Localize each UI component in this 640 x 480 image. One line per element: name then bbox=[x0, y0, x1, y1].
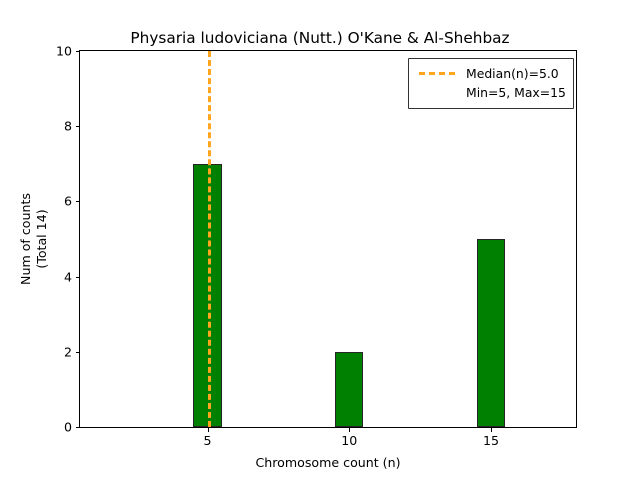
chart-title: Physaria ludoviciana (Nutt.) O'Kane & Al… bbox=[130, 29, 510, 47]
x-tick-label: 5 bbox=[203, 433, 212, 448]
legend-item-0: Median(n)=5.0 bbox=[417, 64, 566, 83]
plot-area: 0 2 4 6 8 10 5 10 15 bbox=[56, 45, 577, 448]
y-tick-label: 2 bbox=[63, 344, 72, 360]
y-tick-label: 10 bbox=[55, 43, 72, 59]
y-tick bbox=[75, 126, 80, 128]
median-line bbox=[207, 51, 211, 427]
y-axis-label-line-2: (Total 14) bbox=[34, 209, 50, 269]
x-axis-label: Chromosome count (n) bbox=[255, 455, 401, 470]
y-tick-label: 6 bbox=[63, 193, 72, 209]
y-axis-label: Num of counts (Total 14) bbox=[14, 50, 54, 428]
y-tick bbox=[75, 351, 80, 353]
y-tick-label: 8 bbox=[63, 118, 72, 134]
legend-empty-key bbox=[417, 83, 457, 102]
x-tick-label: 15 bbox=[482, 433, 499, 448]
legend-item-1: Min=5, Max=15 bbox=[417, 83, 566, 102]
x-tick-label: 10 bbox=[341, 433, 358, 448]
chart-legend: Median(n)=5.0 Min=5, Max=15 bbox=[408, 58, 574, 109]
y-axis-label-line-1: Num of counts bbox=[18, 193, 34, 285]
bar-5 bbox=[193, 163, 222, 427]
legend-dashed-line-icon bbox=[417, 64, 457, 83]
bar-15 bbox=[476, 239, 506, 427]
x-tick bbox=[349, 427, 351, 432]
y-tick bbox=[75, 276, 80, 278]
y-tick-label: 0 bbox=[63, 419, 72, 435]
x-tick bbox=[207, 427, 209, 432]
y-tick bbox=[75, 427, 80, 428]
legend-label: Median(n)=5.0 bbox=[466, 66, 559, 81]
bar-10 bbox=[335, 351, 364, 427]
plot-inner bbox=[80, 51, 576, 427]
y-tick bbox=[75, 51, 80, 52]
x-tick bbox=[490, 427, 492, 432]
legend-label: Min=5, Max=15 bbox=[466, 85, 566, 100]
y-tick bbox=[75, 201, 80, 203]
y-tick-label: 4 bbox=[63, 269, 72, 285]
